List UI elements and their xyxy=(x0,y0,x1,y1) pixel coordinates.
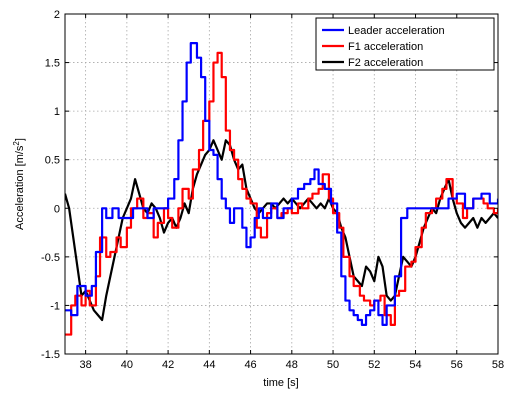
y-tick-label: 1 xyxy=(54,106,60,118)
x-tick-label: 52 xyxy=(368,359,380,371)
y-tick-label: 1.5 xyxy=(45,58,60,70)
x-tick-label: 58 xyxy=(492,359,504,371)
y-axis-label-main: Acceleration [m/s xyxy=(14,145,26,230)
x-tick-label: 46 xyxy=(244,359,256,371)
x-tick-label: 40 xyxy=(121,359,133,371)
x-tick-label: 50 xyxy=(327,359,339,371)
x-tick-label: 44 xyxy=(203,359,215,371)
ticks xyxy=(65,13,499,355)
legend-label-leader: Leader acceleration xyxy=(348,25,445,37)
x-axis-label: time [s] xyxy=(263,377,298,389)
y-axis-label-end: ] xyxy=(14,138,26,141)
legend-box xyxy=(315,17,495,71)
y-tick-label: 2 xyxy=(54,9,60,21)
legend-label-f2: F2 acceleration xyxy=(348,57,423,69)
tick-labels: 38 40 42 44 46 48 50 52 54 56 58 -1.5 -1 -0.5 0 0.5 1 1.5… xyxy=(41,9,504,371)
legend: Leader acceleration F1 acceleration F2 a… xyxy=(315,17,495,71)
y-axis-label: Acceleration [m/s2] xyxy=(12,138,27,230)
x-tick-label: 56 xyxy=(451,359,463,371)
plot-frame xyxy=(64,13,499,355)
x-tick-label: 42 xyxy=(162,359,174,371)
y-axis-label-sup: 2 xyxy=(12,141,21,146)
y-tick-label: 0 xyxy=(54,203,60,215)
x-tick-label: 48 xyxy=(286,359,298,371)
x-tick-label: 54 xyxy=(409,359,421,371)
legend-label-f1: F1 acceleration xyxy=(348,41,423,53)
y-tick-label: -1.5 xyxy=(41,349,60,361)
y-tick-label: -1 xyxy=(50,300,60,312)
series-group xyxy=(65,42,498,336)
x-tick-label: 38 xyxy=(79,359,91,371)
y-tick-label: 0.5 xyxy=(45,155,60,167)
y-tick-label: -0.5 xyxy=(41,252,60,264)
series-line-leader xyxy=(65,42,498,326)
